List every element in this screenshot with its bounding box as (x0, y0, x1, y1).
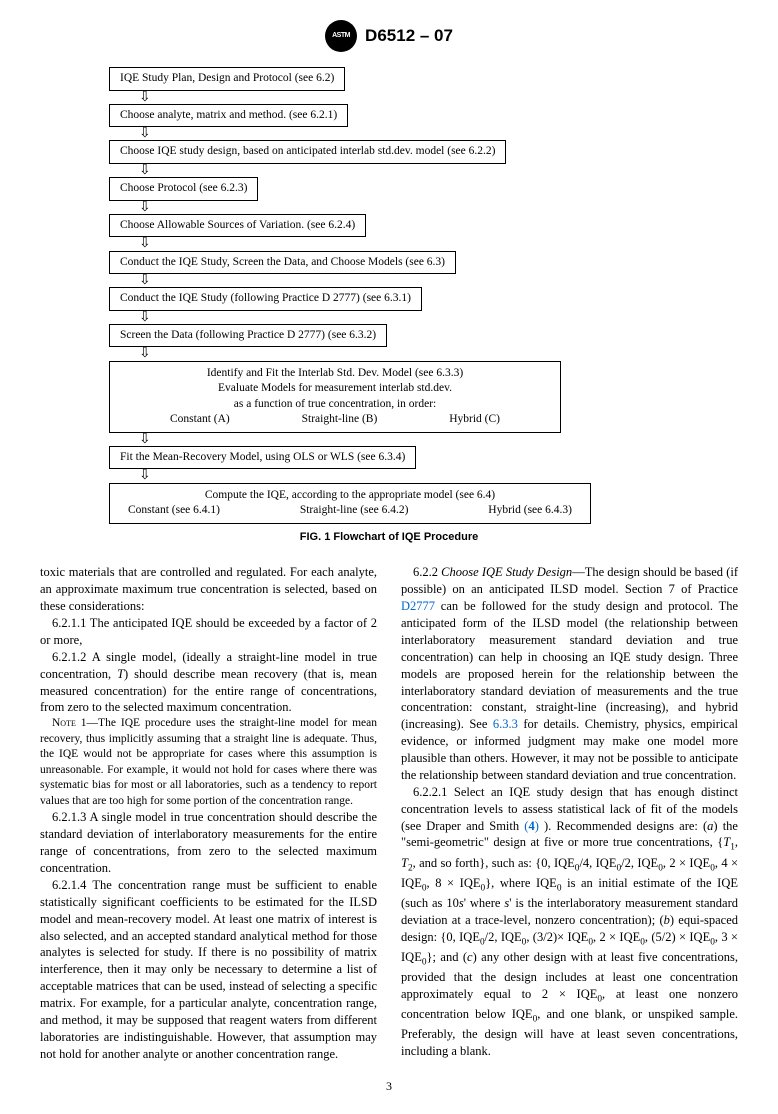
fc-box-protocol: Choose Protocol (see 6.2.3) (109, 177, 258, 201)
figure-caption: FIG. 1 Flowchart of IQE Procedure (109, 530, 669, 545)
ref-d2777[interactable]: D2777 (401, 599, 435, 613)
arrow-down-icon: ⇩ (109, 202, 669, 213)
ref-4[interactable]: (4) (524, 819, 539, 833)
fc-box-plan: IQE Study Plan, Design and Protocol (see… (109, 67, 345, 91)
fc-opt: Straight-line (B) (302, 412, 378, 428)
page-number: 3 (40, 1078, 738, 1094)
fc-line: as a function of true concentration, in … (120, 397, 550, 413)
sec-title: Choose IQE Study Design (441, 565, 572, 579)
arrow-down-icon: ⇩ (109, 312, 669, 323)
fc-box-variation: Choose Allowable Sources of Variation. (… (109, 214, 366, 238)
astm-logo-icon: ASTM (325, 20, 357, 52)
para-6221: 6.2.2.1 Select an IQE study design that … (401, 784, 738, 1060)
arrow-down-icon: ⇩ (109, 470, 669, 481)
arrow-down-icon: ⇩ (109, 128, 669, 139)
para-intro: toxic materials that are controlled and … (40, 564, 377, 615)
text: can be followed for the study design and… (401, 599, 738, 731)
body-columns: toxic materials that are controlled and … (40, 564, 738, 1062)
fc-box-identify-fit: Identify and Fit the Interlab Std. Dev. … (109, 361, 561, 433)
para-6212: 6.2.1.2 A single model, (ideally a strai… (40, 649, 377, 717)
page-header: ASTM D6512 – 07 (40, 20, 738, 52)
flowchart: IQE Study Plan, Design and Protocol (see… (109, 67, 669, 544)
fc-opt: Constant (see 6.4.1) (128, 503, 220, 519)
fc-box-screen-data: Screen the Data (following Practice D 27… (109, 324, 387, 348)
para-622: 6.2.2 Choose IQE Study Design—The design… (401, 564, 738, 783)
para-6213: 6.2.1.3 A single model in true concentra… (40, 809, 377, 877)
sec-num: 6.2.2 (413, 565, 441, 579)
arrow-down-icon: ⇩ (109, 434, 669, 445)
fc-line: Compute the IQE, according to the approp… (120, 488, 580, 504)
fc-opt: Straight-line (see 6.4.2) (300, 503, 409, 519)
fc-box-analyte: Choose analyte, matrix and method. (see … (109, 104, 348, 128)
fc-opt: Hybrid (C) (449, 412, 500, 428)
fc-box-conduct-screen: Conduct the IQE Study, Screen the Data, … (109, 251, 456, 275)
note-label: Note 1— (52, 717, 98, 729)
fc-box-conduct-study: Conduct the IQE Study (following Practic… (109, 287, 422, 311)
note-1: Note 1—The IQE procedure uses the straig… (40, 716, 377, 809)
ref-633[interactable]: 6.3.3 (493, 717, 518, 731)
note-text: The IQE procedure uses the straight-line… (40, 717, 377, 807)
fc-box-compute: Compute the IQE, according to the approp… (109, 483, 591, 524)
para-6211: 6.2.1.1 The anticipated IQE should be ex… (40, 615, 377, 649)
arrow-down-icon: ⇩ (109, 348, 669, 359)
arrow-down-icon: ⇩ (109, 92, 669, 103)
para-6214: 6.2.1.4 The concentration range must be … (40, 877, 377, 1063)
fc-box-design: Choose IQE study design, based on antici… (109, 140, 506, 164)
fc-opt: Hybrid (see 6.4.3) (488, 503, 572, 519)
doc-code: D6512 – 07 (365, 25, 453, 48)
arrow-down-icon: ⇩ (109, 238, 669, 249)
fc-opt: Constant (A) (170, 412, 230, 428)
fc-box-mean-recovery: Fit the Mean-Recovery Model, using OLS o… (109, 446, 416, 470)
fc-line: Evaluate Models for measurement interlab… (120, 381, 550, 397)
arrow-down-icon: ⇩ (109, 275, 669, 286)
fc-line: Identify and Fit the Interlab Std. Dev. … (120, 366, 550, 382)
arrow-down-icon: ⇩ (109, 165, 669, 176)
